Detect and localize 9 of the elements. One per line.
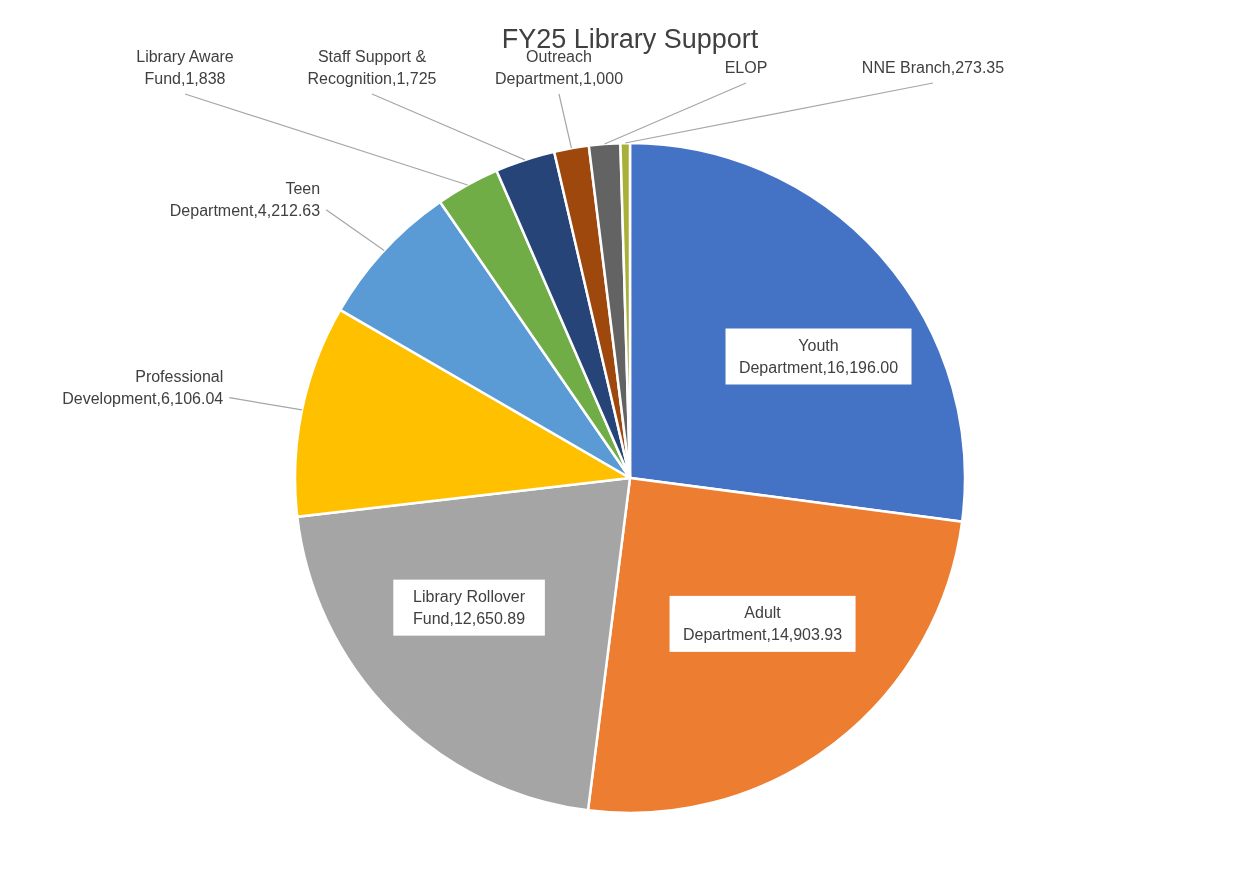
slice-label: Professional Development,6,106.04: [62, 367, 224, 407]
slice-label: NNE Branch,273.35: [861, 59, 1005, 76]
slice-label: ELOP: [724, 59, 768, 76]
slice-label: Youth Department,16,196.00: [738, 336, 899, 376]
slice-label: Library Rollover Fund,12,650.89: [413, 587, 526, 627]
slice-label: Adult Department,14,903.93: [682, 603, 843, 643]
slice-label: Library Aware Fund,1,838: [136, 48, 234, 87]
slice-label: Teen Department,4,212.63: [169, 179, 321, 219]
slice-label: Staff Support & Recognition,1,725: [307, 48, 437, 87]
